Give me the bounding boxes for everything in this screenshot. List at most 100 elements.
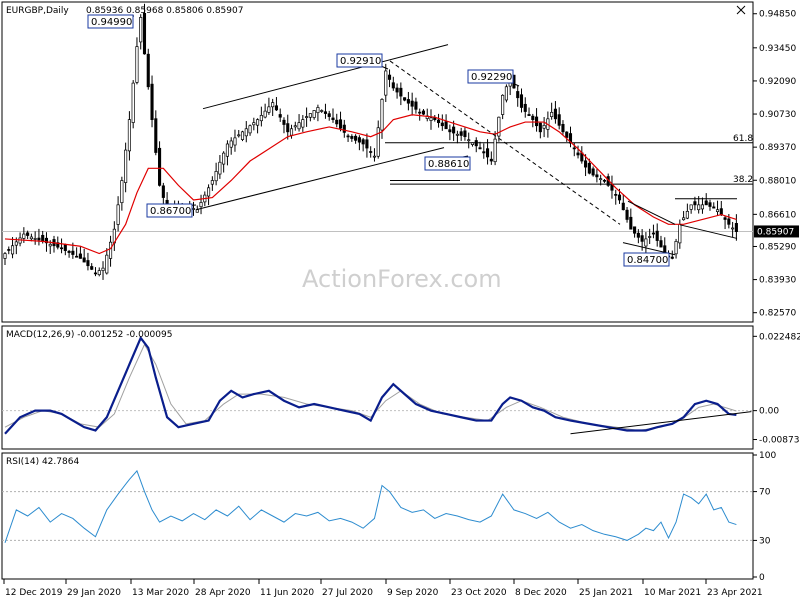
price-axis-label: 0.85290 (759, 242, 796, 252)
candle-body (576, 152, 580, 156)
candle-body (437, 119, 441, 124)
candle-body (602, 179, 606, 182)
candle-body (493, 138, 497, 163)
price-axis-label: 0.88010 (759, 176, 796, 186)
date-axis-label: 9 Sep 2020 (387, 588, 439, 598)
annotation-box (467, 69, 514, 84)
date-axis-label: 23 Apr 2021 (707, 588, 763, 598)
annotation-box (87, 14, 134, 29)
candle-body (497, 116, 501, 137)
candle-body (48, 243, 52, 247)
rsi-pane-frame (1, 452, 754, 580)
candle-body (674, 241, 678, 255)
fib-level-label: 38.2 (733, 175, 753, 185)
candle-body (391, 82, 395, 89)
candle-body (161, 185, 165, 198)
ohlc-values: 0.85936 0.85968 0.85806 0.85907 (86, 6, 243, 16)
date-axis-label: 8 Dec 2020 (515, 588, 567, 598)
candle-body (158, 147, 162, 186)
annotation-box (146, 203, 193, 218)
candle-body (124, 149, 128, 183)
candle-body (553, 108, 557, 120)
candle-body (14, 241, 18, 246)
candle-body (22, 233, 26, 239)
candle-body (640, 235, 644, 242)
candle-body (568, 133, 573, 144)
candle-body (519, 94, 524, 108)
date-axis-label: 29 Jan 2020 (67, 588, 121, 598)
candle-body (523, 103, 527, 112)
candle-body (286, 123, 290, 133)
candle-body (429, 117, 433, 121)
candle-body (105, 254, 109, 274)
candle-body (350, 136, 354, 139)
candle-body (531, 115, 535, 120)
candle-body (584, 160, 588, 168)
candle-body (655, 230, 659, 241)
candle-body (342, 124, 346, 133)
candle-body (225, 143, 229, 157)
price-axis-label: 0.92090 (759, 77, 796, 87)
candle-body (651, 232, 655, 235)
candle-body (387, 74, 392, 80)
watermark: ActionForex.com (302, 265, 502, 293)
trend-lines (195, 44, 738, 256)
close-icon[interactable] (736, 5, 746, 15)
candle-body (550, 111, 554, 118)
candle-body (421, 110, 426, 115)
candle-body (233, 137, 237, 146)
candle-body (86, 260, 90, 267)
candle-body (625, 209, 629, 220)
candle-body (482, 151, 486, 154)
candle-body (474, 140, 478, 147)
candle-body (29, 236, 33, 240)
candle-body (719, 208, 723, 215)
annotation-label: 0.86700 (150, 206, 191, 217)
moving-average-layer (4, 114, 737, 255)
candle-body (614, 194, 618, 196)
candle-body (252, 122, 256, 126)
candle-body (312, 110, 316, 118)
candle-body (727, 218, 731, 225)
candle-body (501, 94, 505, 115)
candle-body (372, 155, 377, 158)
candle-body (621, 202, 625, 211)
candle-body (259, 115, 263, 122)
date-axis-label: 12 Dec 2019 (5, 588, 63, 598)
candle-body (222, 152, 226, 165)
candle-body (361, 139, 365, 145)
candle-body (44, 237, 49, 244)
annotation-label: 0.92290 (471, 72, 512, 83)
candle-body (572, 147, 576, 150)
candle-body (689, 204, 693, 210)
moving-average-line (4, 114, 737, 255)
candle-body (535, 116, 539, 127)
candle-body (139, 17, 143, 43)
date-axis-label: 11 Jun 2020 (260, 588, 314, 598)
candle-body (150, 83, 154, 120)
candle-body (305, 116, 309, 118)
candle-body (682, 217, 686, 221)
candle-body (297, 122, 301, 130)
candle-body (557, 114, 561, 126)
candle-body (610, 184, 614, 191)
candle-body (327, 113, 331, 117)
candle-body (414, 101, 418, 110)
candle-body (455, 133, 459, 136)
candle-body (308, 113, 312, 118)
candle-body (131, 82, 135, 123)
fib-level-label: 61.8 (733, 134, 753, 144)
candle-body (67, 250, 71, 253)
annotation-box (336, 53, 383, 68)
candle-body (199, 202, 203, 208)
candle-body (267, 106, 271, 113)
rsi-axis-label: 100 (759, 451, 776, 461)
price-axis-label: 0.83930 (759, 276, 796, 286)
price-axis-label: 0.82570 (759, 309, 796, 319)
candle-body (10, 245, 15, 255)
candle-body (240, 131, 245, 140)
candle-body (489, 158, 493, 162)
candle-body (75, 255, 79, 258)
candle-body (448, 129, 452, 133)
current-price-tag (754, 225, 799, 238)
